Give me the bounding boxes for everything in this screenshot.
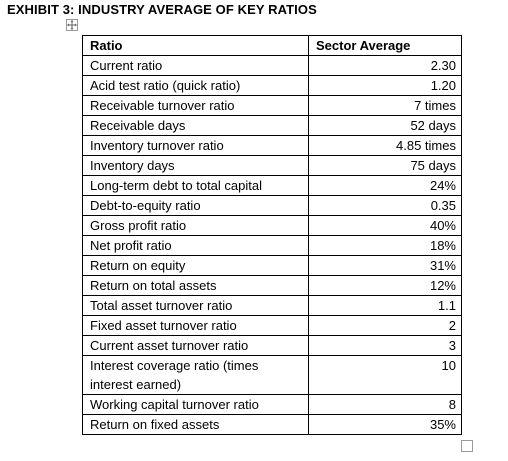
ratio-name-cell: Gross profit ratio [82,215,309,236]
table-row: Acid test ratio (quick ratio) 1.20 [82,75,462,96]
table-row: Inventory days 75 days [82,155,462,176]
table-header-row: Ratio Sector Average [82,35,462,56]
ratio-name-cell: Interest coverage ratio (times interest … [82,355,309,395]
sector-average-cell: 3 [308,335,462,356]
sector-average-cell: 24% [308,175,462,196]
table-body: Current ratio 2.30 Acid test ratio (quick … [82,55,462,435]
table-row: Working capital turnover ratio 8 [82,394,462,415]
sector-average-cell: 52 days [308,115,462,136]
sector-average-cell: 31% [308,255,462,276]
ratio-name-cell: Debt-to-equity ratio [82,195,309,216]
table-row: Total asset turnover ratio 1.1 [82,295,462,316]
sector-average-cell: 18% [308,235,462,256]
ratio-name-cell: Working capital turnover ratio [82,394,309,415]
ratio-name-cell: Long-term debt to total capital [82,175,309,196]
ratio-name-cell: Return on equity [82,255,309,276]
sector-average-cell: 2 [308,315,462,336]
ratio-name-cell: Receivable turnover ratio [82,95,309,116]
sector-average-cell: 1.20 [308,75,462,96]
table-row: Receivable turnover ratio 7 times [82,95,462,116]
sector-average-cell: 12% [308,275,462,296]
ratio-name-cell: Current ratio [82,55,309,76]
ratio-name-cell: Return on fixed assets [82,414,309,435]
sector-average-cell: 7 times [308,95,462,116]
sector-average-cell: 1.1 [308,295,462,316]
ratio-name-cell: Receivable days [82,115,309,136]
table-row: Current ratio 2.30 [82,55,462,76]
column-header-sector-average: Sector Average [308,35,462,56]
table-row: Fixed asset turnover ratio 2 [82,315,462,336]
ratio-name-cell: Fixed asset turnover ratio [82,315,309,336]
sector-average-cell: 35% [308,414,462,435]
key-ratios-table: Ratio Sector Average Current ratio 2.30 Ac… [82,35,462,435]
sector-average-cell: 2.30 [308,55,462,76]
table-row: Debt-to-equity ratio 0.35 [82,195,462,216]
table-row: Return on fixed assets 35% [82,414,462,435]
ratio-name-cell: Return on total assets [82,275,309,296]
column-header-ratio: Ratio [82,35,309,56]
ratio-name-cell: Acid test ratio (quick ratio) [82,75,309,96]
table-row: Interest coverage ratio (times interest … [82,355,462,395]
ratio-name-cell: Inventory days [82,155,309,176]
table-row: Receivable days 52 days [82,115,462,136]
sector-average-cell: 0.35 [308,195,462,216]
exhibit-title: EXHIBIT 3: INDUSTRY AVERAGE OF KEY RATIO… [7,2,317,17]
table-row: Inventory turnover ratio 4.85 times [82,135,462,156]
ratio-name-cell: Current asset turnover ratio [82,335,309,356]
ratio-name-cell: Net profit ratio [82,235,309,256]
table-row: Return on equity 31% [82,255,462,276]
table-row: Gross profit ratio 40% [82,215,462,236]
table-move-handle-icon[interactable] [66,19,78,31]
table-row: Net profit ratio 18% [82,235,462,256]
table-row: Long-term debt to total capital 24% [82,175,462,196]
table-row: Return on total assets 12% [82,275,462,296]
table-resize-handle-icon[interactable] [461,440,473,452]
table-row: Current asset turnover ratio 3 [82,335,462,356]
sector-average-cell: 75 days [308,155,462,176]
sector-average-cell: 40% [308,215,462,236]
ratio-name-cell: Inventory turnover ratio [82,135,309,156]
sector-average-cell: 10 [308,355,462,395]
sector-average-cell: 8 [308,394,462,415]
ratio-name-cell: Total asset turnover ratio [82,295,309,316]
sector-average-cell: 4.85 times [308,135,462,156]
